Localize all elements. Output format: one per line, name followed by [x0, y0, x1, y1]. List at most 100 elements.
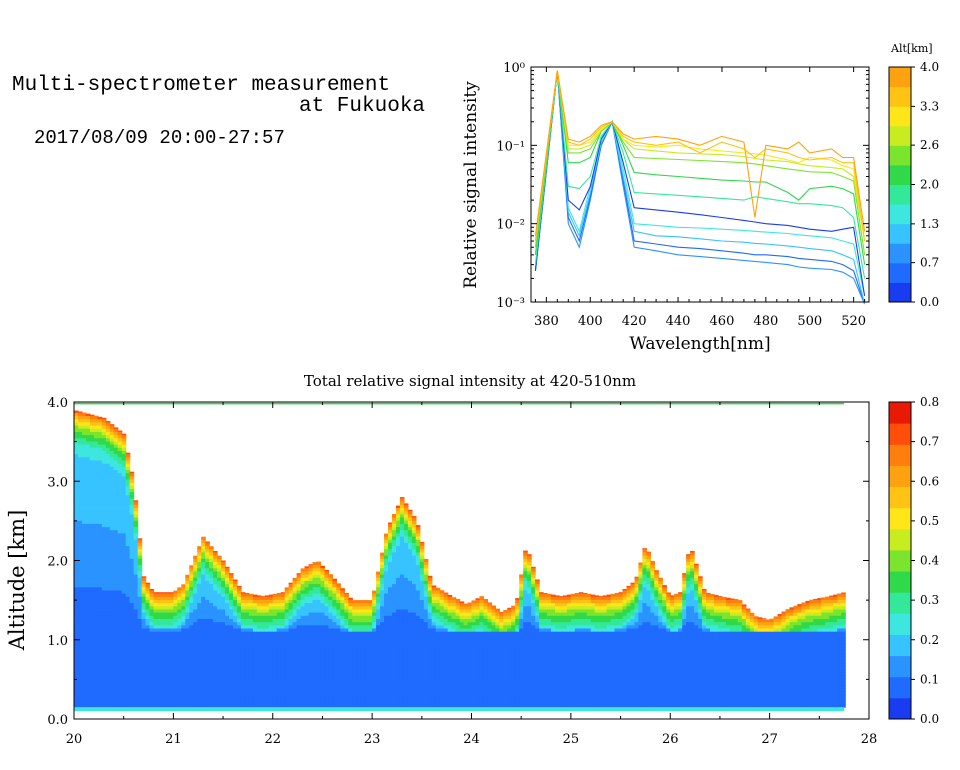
heatmap-cell [304, 643, 310, 648]
heatmap-cell [399, 650, 405, 654]
heatmap-cell [411, 583, 417, 588]
heatmap-cell [300, 637, 306, 642]
heatmap-cell [125, 456, 131, 461]
heatmap-cell [356, 697, 361, 702]
heatmap-cell [348, 662, 353, 667]
heatmap-cell [384, 688, 389, 692]
heatmap-cell [384, 596, 389, 600]
heatmap-cell [129, 656, 135, 661]
heatmap-cell [145, 602, 151, 607]
heatmap-cell [217, 599, 222, 604]
heatmap-cell [149, 659, 155, 664]
heatmap-cell [81, 555, 87, 559]
heatmap-cell [399, 634, 405, 638]
heatmap-cell [435, 596, 441, 600]
heatmap-cell [264, 675, 270, 680]
heatmap-cell [312, 599, 318, 604]
heatmap-cell [380, 650, 385, 654]
heatmap-panel: Total relative signal intensity at 420-5… [5, 372, 939, 747]
heatmap-cell [320, 589, 325, 594]
heatmap-cell [129, 526, 135, 531]
heatmap-cell [129, 529, 135, 534]
heatmap-cell [392, 694, 397, 699]
heatmap-cell [225, 621, 230, 626]
heatmap-cell [165, 593, 170, 597]
heatmap-cell [74, 678, 79, 683]
heatmap-cell [356, 643, 361, 648]
heatmap-cell [74, 665, 79, 670]
heatmap-cell [427, 615, 433, 619]
heatmap-cell [256, 665, 262, 670]
altitude-colorbar-tick-label: 4.0 [920, 60, 939, 74]
heatmap-cell [85, 691, 91, 696]
heatmap-cell [304, 605, 310, 610]
heatmap-cell [89, 681, 95, 686]
heatmap-cell [165, 703, 170, 708]
heatmap-cell [205, 542, 210, 547]
heatmap-cell [332, 631, 337, 635]
heatmap-cell [221, 678, 226, 683]
heatmap-cell [113, 516, 119, 521]
heatmap-cell [109, 450, 115, 455]
heatmap-cell [336, 602, 341, 607]
heatmap-cell [185, 602, 190, 607]
heatmap-cell [89, 437, 95, 442]
heatmap-cell [340, 634, 345, 638]
heatmap-cell [185, 621, 190, 626]
heatmap-cell [113, 494, 119, 499]
heatmap-cell [431, 678, 437, 683]
heatmap-cell [403, 516, 409, 521]
heatmap-cell [141, 602, 147, 607]
heatmap-cell [356, 675, 361, 680]
heatmap-cell [74, 564, 79, 569]
heatmap-cell [205, 688, 210, 692]
heatmap-cell [403, 564, 409, 569]
heatmap-cell [209, 672, 214, 676]
heatmap-cell [89, 548, 95, 553]
heatmap-cell [101, 444, 107, 448]
heatmap-cell [256, 618, 262, 623]
heatmap-cell [384, 691, 389, 696]
heatmap-cell [280, 640, 286, 645]
heatmap-cell [244, 675, 250, 680]
heatmap-cell [221, 640, 226, 645]
heatmap-cell [324, 631, 329, 635]
heatmap-cell [388, 634, 393, 638]
heatmap-cell [364, 681, 369, 686]
heatmap-cell [300, 653, 306, 657]
heatmap-cell [396, 593, 401, 597]
heatmap-cell [316, 643, 322, 648]
heatmap-cell [384, 672, 389, 676]
heatmap-cell [225, 566, 230, 569]
heatmap-cell [133, 564, 139, 569]
heatmap-cell [105, 646, 111, 651]
heatmap-cell [288, 656, 294, 661]
heatmap-cell [396, 602, 401, 607]
heatmap-cell [348, 624, 353, 629]
heatmap-cell [125, 545, 131, 550]
heatmap-cell [240, 669, 246, 673]
heatmap-cell [356, 665, 361, 670]
heatmap-cell [121, 444, 127, 448]
heatmap-cell [117, 586, 123, 591]
heatmap-cell [407, 618, 413, 623]
heatmap-cell [419, 694, 425, 699]
heatmap-cell [113, 450, 119, 455]
heatmap-cell [296, 596, 302, 600]
heatmap-cell [252, 700, 258, 705]
heatmap-cell [221, 634, 226, 638]
heatmap-cell [173, 656, 178, 661]
heatmap-cell [109, 504, 115, 508]
heatmap-cell [348, 602, 353, 607]
heatmap-cell [74, 567, 79, 572]
heatmap-cell [125, 691, 131, 696]
heatmap-cell [133, 669, 139, 673]
heatmap-cell [411, 665, 417, 670]
heatmap-cell [105, 608, 111, 613]
heatmap-cell [121, 497, 127, 502]
heatmap-cell [105, 589, 111, 594]
heatmap-cell [407, 523, 413, 528]
heatmap-cell [141, 700, 147, 705]
heatmap-cell [384, 621, 389, 626]
heatmap-cell [392, 535, 397, 540]
